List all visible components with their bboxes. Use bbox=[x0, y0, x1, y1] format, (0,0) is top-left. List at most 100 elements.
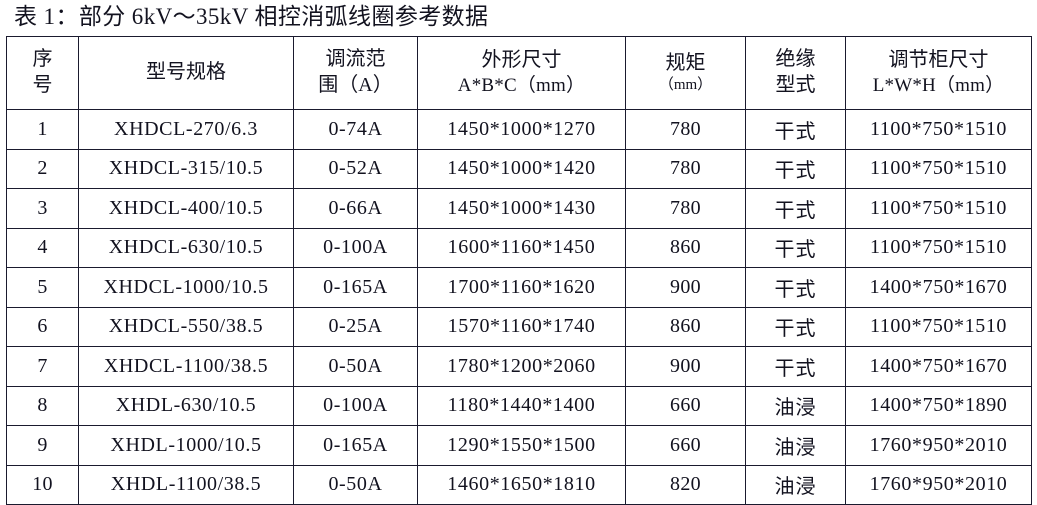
cell-current-range: 0-50A bbox=[293, 464, 418, 505]
cell-dimensions: 1460*1650*1810 bbox=[417, 464, 626, 505]
table-row: 9 XHDL-1000/10.5 0-165A 1290*1550*1500 660 油浸… bbox=[6, 425, 1032, 466]
column-header-insulation: 绝缘 型式 bbox=[745, 36, 846, 110]
cell-dimensions: 1290*1550*1500 bbox=[417, 425, 626, 466]
cell-gauge: 660 bbox=[625, 385, 746, 426]
cell-index: 10 bbox=[6, 464, 79, 505]
table-row: 6 XHDCL-550/38.5 0-25A 1570*1160*1740 860 干式 1… bbox=[6, 306, 1032, 347]
cell-model: XHDL-1000/10.5 bbox=[78, 425, 294, 466]
header-line-1: 绝缘 bbox=[775, 48, 816, 71]
cell-insulation: 干式 bbox=[745, 109, 846, 150]
cell-insulation: 油浸 bbox=[745, 425, 846, 466]
cell-gauge: 860 bbox=[625, 227, 746, 268]
table-caption: 表 1：部分 6kV～35kV 相控消弧线圈参考数据 bbox=[14, 4, 489, 29]
cell-index: 5 bbox=[6, 267, 79, 308]
cell-dimensions: 1180*1440*1400 bbox=[417, 385, 626, 426]
cell-gauge: 900 bbox=[625, 267, 746, 308]
cell-index: 6 bbox=[6, 306, 79, 347]
table-row: 1 XHDCL-270/6.3 0-74A 1450*1000*1270 780 干式 11… bbox=[6, 109, 1032, 150]
column-header-dimensions: 外形尺寸 A*B*C（mm） bbox=[417, 36, 626, 110]
cell-model: XHDL-1100/38.5 bbox=[78, 464, 294, 505]
cell-insulation: 油浸 bbox=[745, 464, 846, 505]
header-line-1: 调节柜尺寸 bbox=[888, 49, 989, 72]
header-line-1: 调流范 bbox=[325, 48, 386, 71]
cell-index: 7 bbox=[6, 346, 79, 387]
cell-gauge: 780 bbox=[625, 148, 746, 189]
cell-model: XHDCL-550/38.5 bbox=[78, 306, 294, 347]
cell-cabinet-size: 1100*750*1510 bbox=[845, 148, 1032, 189]
header-line-1: 规矩 bbox=[665, 51, 706, 74]
cell-current-range: 0-66A bbox=[293, 188, 418, 229]
cell-current-range: 0-25A bbox=[293, 306, 418, 347]
cell-gauge: 820 bbox=[625, 464, 746, 505]
cell-cabinet-size: 1100*750*1510 bbox=[845, 188, 1032, 229]
header-line-2: （mm） bbox=[658, 77, 713, 94]
cell-current-range: 0-165A bbox=[293, 425, 418, 466]
header-line-1: 型号规格 bbox=[146, 61, 226, 84]
cell-cabinet-size: 1400*750*1670 bbox=[845, 267, 1032, 308]
cell-model: XHDCL-315/10.5 bbox=[78, 148, 294, 189]
cell-model: XHDCL-1000/10.5 bbox=[78, 267, 294, 308]
cell-model: XHDCL-270/6.3 bbox=[78, 109, 294, 150]
cell-gauge: 900 bbox=[625, 346, 746, 387]
cell-dimensions: 1600*1160*1450 bbox=[417, 227, 626, 268]
cell-insulation: 干式 bbox=[745, 227, 846, 268]
cell-insulation: 干式 bbox=[745, 188, 846, 229]
cell-cabinet-size: 1100*750*1510 bbox=[845, 227, 1032, 268]
table-container: 序 号 型号规格 调流范 围（A） 外形尺寸 A*B*C（mm） bbox=[6, 36, 1032, 505]
table-header: 序 号 型号规格 调流范 围（A） 外形尺寸 A*B*C（mm） bbox=[6, 36, 1032, 110]
cell-dimensions: 1450*1000*1430 bbox=[417, 188, 626, 229]
cell-index: 3 bbox=[6, 188, 79, 229]
cell-current-range: 0-52A bbox=[293, 148, 418, 189]
cell-model: XHDCL-1100/38.5 bbox=[78, 346, 294, 387]
cell-cabinet-size: 1400*750*1670 bbox=[845, 346, 1032, 387]
cell-gauge: 780 bbox=[625, 109, 746, 150]
cell-current-range: 0-74A bbox=[293, 109, 418, 150]
header-line-2: L*W*H（mm） bbox=[872, 74, 1005, 96]
table-row: 8 XHDL-630/10.5 0-100A 1180*1440*1400 660 油浸 1… bbox=[6, 385, 1032, 426]
cell-gauge: 860 bbox=[625, 306, 746, 347]
cell-index: 9 bbox=[6, 425, 79, 466]
cell-insulation: 干式 bbox=[745, 148, 846, 189]
cell-model: XHDCL-400/10.5 bbox=[78, 188, 294, 229]
column-header-index: 序 号 bbox=[6, 36, 79, 110]
cell-current-range: 0-165A bbox=[293, 267, 418, 308]
header-line-1: 外形尺寸 bbox=[481, 49, 562, 72]
table-row: 5 XHDCL-1000/10.5 0-165A 1700*1160*1620 900 干… bbox=[6, 267, 1032, 308]
cell-index: 2 bbox=[6, 148, 79, 189]
cell-dimensions: 1780*1200*2060 bbox=[417, 346, 626, 387]
cell-model: XHDL-630/10.5 bbox=[78, 385, 294, 426]
cell-dimensions: 1700*1160*1620 bbox=[417, 267, 626, 308]
cell-insulation: 干式 bbox=[745, 346, 846, 387]
table-row: 7 XHDCL-1100/38.5 0-50A 1780*1200*2060 900 干式… bbox=[6, 346, 1032, 387]
table-row: 4 XHDCL-630/10.5 0-100A 1600*1160*1450 860 干式… bbox=[6, 227, 1032, 268]
header-row: 序 号 型号规格 调流范 围（A） 外形尺寸 A*B*C（mm） bbox=[6, 36, 1032, 110]
cell-cabinet-size: 1400*750*1890 bbox=[845, 385, 1032, 426]
cell-current-range: 0-50A bbox=[293, 346, 418, 387]
header-line-2: A*B*C（mm） bbox=[457, 74, 586, 96]
header-line-2: 型式 bbox=[775, 74, 816, 96]
column-header-gauge: 规矩 （mm） bbox=[625, 36, 746, 110]
cell-cabinet-size: 1760*950*2010 bbox=[845, 425, 1032, 466]
table-row: 2 XHDCL-315/10.5 0-52A 1450*1000*1420 780 干式 1… bbox=[6, 148, 1032, 189]
cell-index: 1 bbox=[6, 109, 79, 150]
header-line-1: 序 bbox=[32, 48, 53, 71]
column-header-model: 型号规格 bbox=[78, 36, 294, 110]
cell-dimensions: 1570*1160*1740 bbox=[417, 306, 626, 347]
cell-current-range: 0-100A bbox=[293, 227, 418, 268]
cell-index: 4 bbox=[6, 227, 79, 268]
column-header-cabinet-size: 调节柜尺寸 L*W*H（mm） bbox=[845, 36, 1032, 110]
cell-dimensions: 1450*1000*1420 bbox=[417, 148, 626, 189]
cell-dimensions: 1450*1000*1270 bbox=[417, 109, 626, 150]
cell-insulation: 干式 bbox=[745, 306, 846, 347]
cell-gauge: 660 bbox=[625, 425, 746, 466]
cell-cabinet-size: 1100*750*1510 bbox=[845, 306, 1032, 347]
header-line-2: 号 bbox=[32, 74, 53, 96]
header-line-2: 围（A） bbox=[318, 74, 393, 96]
cell-cabinet-size: 1760*950*2010 bbox=[845, 464, 1032, 505]
column-header-current-range: 调流范 围（A） bbox=[293, 36, 418, 110]
cell-insulation: 干式 bbox=[745, 267, 846, 308]
cell-insulation: 油浸 bbox=[745, 385, 846, 426]
cell-gauge: 780 bbox=[625, 188, 746, 229]
table-row: 3 XHDCL-400/10.5 0-66A 1450*1000*1430 780 干式 1… bbox=[6, 188, 1032, 229]
